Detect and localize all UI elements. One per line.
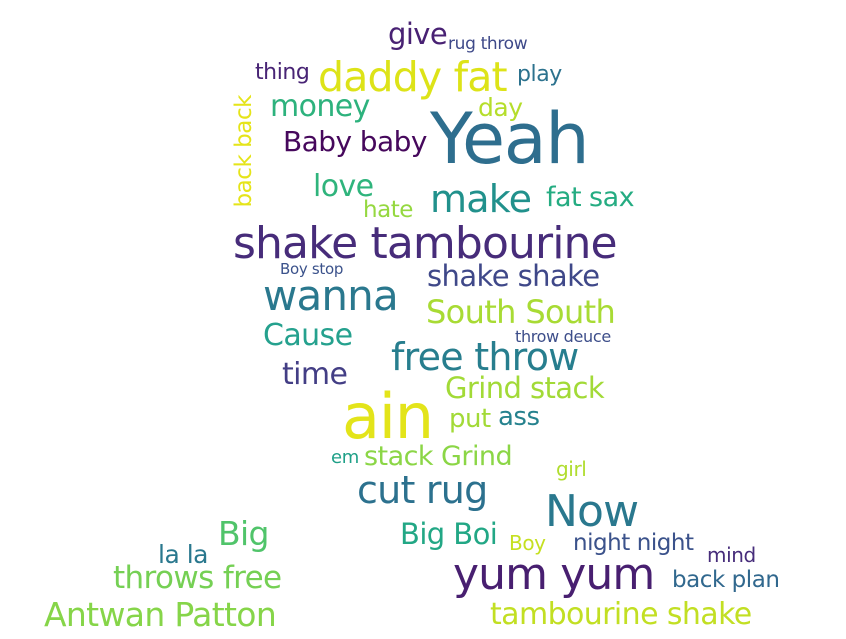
word-cause: Cause [263, 318, 353, 353]
word-mind: mind [707, 543, 756, 567]
word-la-la: la la [158, 540, 208, 569]
word-fat-sax: fat sax [546, 182, 635, 213]
word-stack-grind: stack Grind [364, 441, 513, 472]
word-yum-yum: yum yum [453, 549, 655, 600]
word-time: time [282, 357, 348, 392]
word-wanna: wanna [263, 271, 399, 320]
word-make: make [430, 177, 532, 221]
word-em: em [331, 447, 359, 468]
word-put: put [449, 404, 491, 434]
word-baby-baby: Baby baby [283, 125, 427, 158]
word-ass: ass [498, 402, 540, 432]
word-back-plan: back plan [672, 567, 780, 593]
word-throw-deuce: throw deuce [515, 327, 611, 346]
word-grind-stack: Grind stack [445, 371, 605, 405]
word-antwan-patton: Antwan Patton [44, 595, 277, 634]
word-tambourine-shake: tambourine shake [490, 597, 752, 632]
word-hate: hate [363, 197, 413, 223]
word-night-night: night night [573, 530, 694, 556]
word-yeah: Yeah [430, 98, 590, 180]
word-big-boi: Big Boi [400, 517, 498, 551]
word-give: give [388, 17, 448, 51]
word-back-back: back back [231, 95, 257, 208]
word-free-throw: free throw [391, 335, 579, 379]
word-ain: ain [342, 380, 434, 453]
word-shake-shake: shake shake [427, 259, 600, 293]
word-rug-throw: rug throw [448, 34, 528, 54]
word-money: money [270, 89, 370, 124]
word-day: day [478, 93, 523, 122]
word-cut-rug: cut rug [357, 468, 488, 512]
word-girl: girl [556, 457, 587, 481]
word-now: Now [545, 486, 639, 537]
word-big: Big [218, 514, 269, 553]
word-boy-stop: Boy stop [280, 260, 344, 278]
word-daddy-fat: daddy fat [318, 53, 508, 101]
word-throws-free: throws free [113, 560, 282, 596]
word-boy: Boy [509, 531, 546, 555]
word-shake-tambourine: shake tambourine [233, 218, 618, 269]
word-south-south: South South [426, 293, 616, 331]
word-play: play [517, 62, 562, 87]
word-thing: thing [255, 60, 310, 85]
word-love: love [313, 169, 374, 204]
